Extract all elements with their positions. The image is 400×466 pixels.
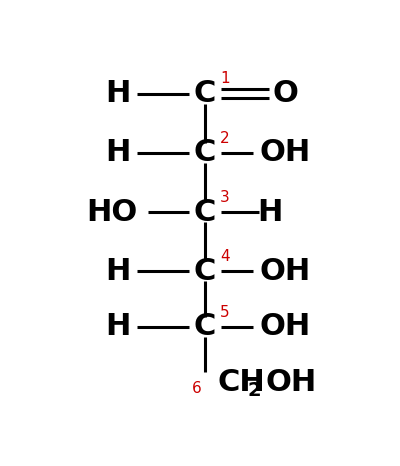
Text: 2: 2	[220, 130, 230, 145]
Text: 1: 1	[220, 71, 230, 86]
Text: H: H	[106, 312, 131, 341]
Text: CH: CH	[218, 368, 265, 397]
Text: 6: 6	[192, 381, 202, 396]
Text: H: H	[106, 257, 131, 286]
Text: 3: 3	[220, 190, 230, 205]
Text: C: C	[194, 198, 216, 226]
Text: OH: OH	[260, 312, 311, 341]
Text: OH: OH	[260, 138, 311, 167]
Text: C: C	[194, 79, 216, 108]
Text: HO: HO	[86, 198, 138, 226]
Text: 4: 4	[220, 249, 230, 264]
Text: 5: 5	[220, 305, 230, 320]
Text: H: H	[258, 198, 283, 226]
Text: C: C	[194, 312, 216, 341]
Text: H: H	[106, 79, 131, 108]
Text: H: H	[106, 138, 131, 167]
Text: OH: OH	[266, 368, 317, 397]
Text: 2: 2	[248, 381, 262, 400]
Text: C: C	[194, 138, 216, 167]
Text: C: C	[194, 257, 216, 286]
Text: O: O	[273, 79, 298, 108]
Text: OH: OH	[260, 257, 311, 286]
